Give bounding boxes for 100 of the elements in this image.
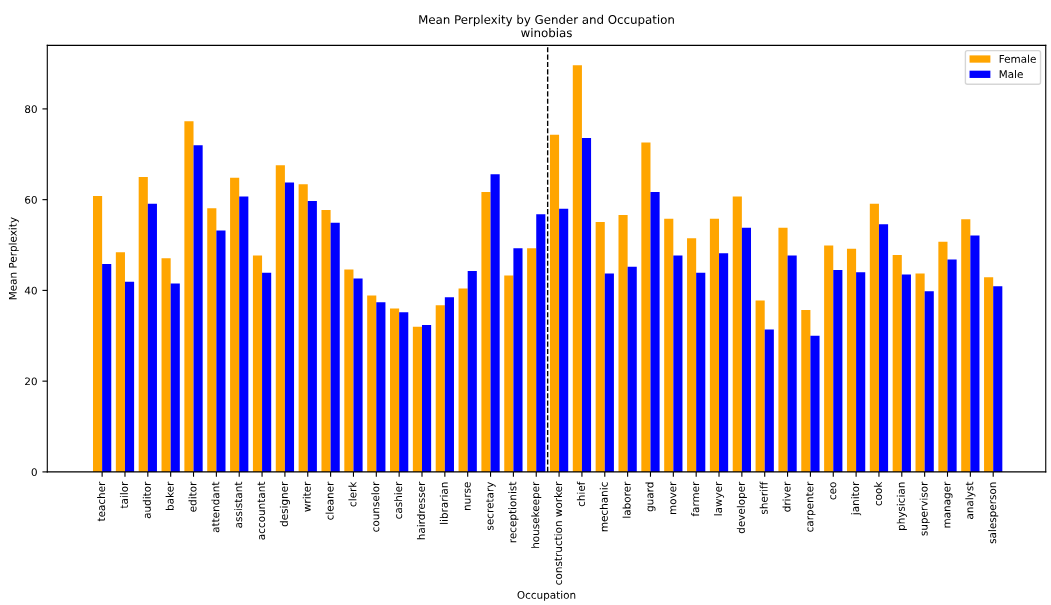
legend-label: Female (999, 54, 1036, 63)
x-tick-label: construction worker (554, 481, 563, 585)
bar (732, 196, 742, 472)
bar (115, 252, 125, 472)
bar (924, 291, 934, 472)
bar (138, 176, 148, 472)
x-tick-label: mover (670, 481, 677, 515)
bar (184, 121, 194, 472)
bar (435, 305, 445, 472)
x-tick-label: driver (782, 481, 791, 512)
x-tick-label: writer (302, 481, 311, 512)
bar (572, 65, 582, 472)
bar (284, 182, 295, 472)
x-tick-label: tailor (119, 481, 128, 509)
x-tick-label: cook (873, 481, 882, 506)
bar (856, 272, 866, 472)
bar (664, 218, 674, 472)
bar (641, 142, 651, 472)
x-tick-label: hairdresser (416, 481, 426, 540)
bar (513, 248, 523, 472)
bar (102, 264, 112, 472)
x-tick-label: auditor (142, 481, 151, 519)
bar (504, 275, 514, 472)
bar (810, 335, 820, 472)
bar (124, 281, 135, 472)
x-tick-label: carpenter (805, 481, 816, 532)
x-tick-label: receptionist (508, 481, 519, 543)
x-tick-label: secretary (486, 481, 496, 530)
bar (755, 300, 765, 472)
bar (618, 215, 628, 472)
bar (92, 196, 103, 472)
bar (764, 329, 774, 472)
bar (412, 326, 422, 472)
bar (275, 165, 285, 472)
x-tick-label: teacher (97, 481, 106, 522)
x-tick-label: librarian (439, 482, 448, 524)
bar (961, 219, 971, 472)
bar (536, 214, 546, 472)
bar (801, 309, 811, 472)
x-tick-label: chief (576, 481, 585, 507)
bar (307, 201, 317, 472)
x-tick-label: laborer (622, 481, 631, 518)
bar (298, 184, 308, 472)
chart-title: Mean Perplexity by Gender and Occupation (419, 14, 674, 27)
x-tick-label: developer (736, 481, 747, 534)
bar (458, 288, 468, 472)
bar (938, 241, 948, 472)
x-tick-label: farmer (691, 481, 700, 517)
x-tick-label: accountant (257, 481, 266, 540)
bar (993, 286, 1003, 472)
chart-subtitle: winobias (521, 28, 572, 38)
bar (787, 255, 797, 472)
bar (549, 134, 560, 472)
bar (901, 274, 911, 472)
bar (719, 253, 729, 472)
x-tick-label: cashier (394, 481, 403, 519)
x-tick-label: housekeeper (531, 481, 542, 548)
y-tick-label: 80 (25, 105, 37, 114)
x-tick-label: janitor (851, 481, 862, 516)
y-axis-title: Mean Perplexity (8, 217, 19, 300)
bar (673, 255, 683, 472)
x-tick-label: assistant (234, 481, 243, 528)
bar (824, 245, 834, 472)
bar (376, 302, 386, 472)
bar (527, 248, 537, 472)
legend-label: Male (999, 70, 1023, 79)
bar (581, 137, 592, 472)
y-tick-label: 40 (24, 286, 37, 295)
x-tick-label: analyst (965, 481, 976, 519)
bar (367, 295, 377, 472)
bar (262, 272, 272, 472)
x-tick-label: guard (645, 482, 656, 512)
bar (604, 273, 614, 472)
x-tick-label: sheriff (759, 481, 768, 515)
bar (559, 208, 569, 472)
bar (595, 221, 605, 472)
x-tick-label: attendant (211, 481, 220, 533)
x-tick-label: supervisor (919, 481, 930, 536)
x-tick-label: clerk (348, 481, 357, 507)
y-tick-label: 60 (25, 195, 37, 204)
x-tick-label: counselor (371, 481, 380, 532)
x-tick-label: lawyer (713, 481, 725, 516)
x-tick-label: editor (188, 481, 197, 512)
bar (650, 191, 660, 472)
bar (892, 255, 902, 472)
bar (321, 210, 331, 472)
bar (207, 208, 217, 472)
x-tick-label: mechanic (599, 482, 608, 532)
bar (687, 238, 697, 472)
bar (627, 266, 637, 472)
x-tick-label: ceo (830, 482, 837, 500)
bar (915, 273, 925, 472)
x-tick-label: physician (896, 482, 907, 530)
bar (696, 272, 706, 472)
x-axis-title: Occupation (517, 590, 576, 601)
x-tick-label: baker (165, 481, 174, 511)
bar (741, 227, 752, 472)
bar (481, 191, 491, 472)
bar (239, 196, 249, 472)
bar (230, 177, 240, 472)
